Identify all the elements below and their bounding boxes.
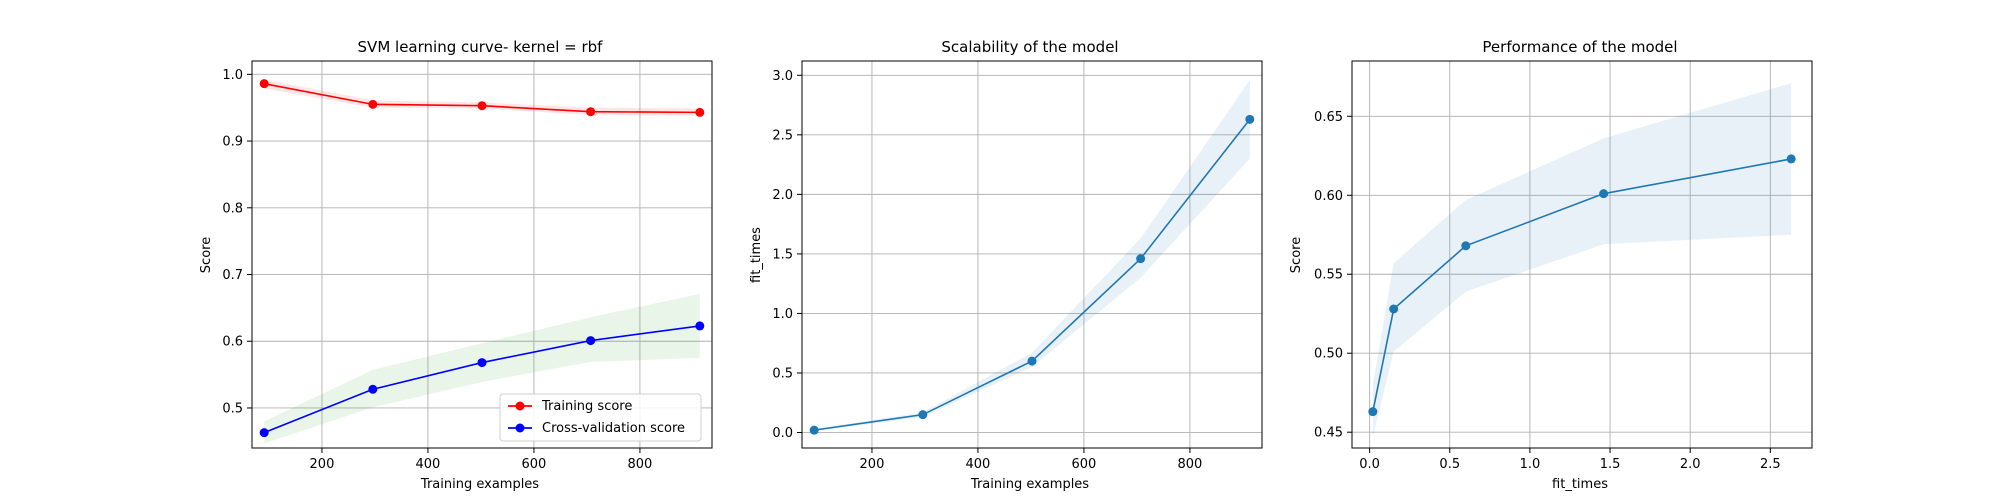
legend-label-cv: Cross-validation score (542, 421, 685, 436)
x-tick-label: 600 (1072, 457, 1097, 472)
x-tick-label: 2.0 (1680, 457, 1701, 472)
data-point (695, 107, 705, 117)
y-axis-label: fit_times (749, 227, 764, 283)
x-tick-label: 400 (966, 457, 991, 472)
data-point (1599, 189, 1609, 199)
data-point (586, 107, 596, 117)
x-tick-label: 0.5 (1439, 457, 1460, 472)
y-tick-label: 0.9 (222, 135, 243, 150)
data-point (586, 336, 596, 346)
x-tick-label: 200 (860, 457, 885, 472)
legend-marker-cv (515, 423, 525, 433)
chart-title: SVM learning curve- kernel = rbf (358, 38, 604, 56)
data-point (809, 425, 819, 435)
plot-frame (801, 60, 1263, 449)
data-point (259, 79, 269, 89)
legend-box (499, 393, 702, 442)
legend: Training score Cross-validation score (499, 393, 702, 442)
x-tick-label: 200 (310, 457, 335, 472)
y-tick-label: 0.65 (1314, 110, 1343, 125)
y-axis-label: Score (199, 237, 214, 273)
chart-title: Scalability of the model (941, 38, 1118, 56)
x-tick-label: 1.5 (1600, 457, 1621, 472)
data-point (1461, 241, 1471, 251)
legend-marker-training (515, 401, 525, 411)
plot-frame (1351, 60, 1813, 449)
x-axis-label: fit_times (1552, 477, 1608, 492)
y-tick-label: 0.6 (222, 335, 243, 350)
data-point (1368, 407, 1378, 417)
data-point (477, 101, 487, 111)
data-point (1027, 356, 1037, 366)
x-tick-label: 800 (628, 457, 653, 472)
x-tick-label: 400 (416, 457, 441, 472)
x-axis-label: Training examples (970, 477, 1089, 492)
y-tick-label: 0.5 (222, 401, 243, 416)
x-axis-label: Training examples (420, 477, 539, 492)
learning-curve-panel: SVM learning curve- kernel = rbf Trainin… (199, 38, 713, 492)
scalability-panel: Scalability of the model Training exampl… (749, 38, 1263, 492)
y-tick-label: 0.55 (1314, 268, 1343, 283)
y-tick-label: 0.5 (772, 366, 793, 381)
data-point (1786, 154, 1796, 164)
x-tick-label: 1.0 (1520, 457, 1541, 472)
grid (1352, 61, 1812, 448)
data-point (695, 321, 705, 331)
y-tick-label: 0.45 (1314, 426, 1343, 441)
grid (802, 61, 1262, 448)
plot-frame (251, 60, 713, 449)
x-tick-label: 800 (1178, 457, 1203, 472)
grid (252, 61, 712, 448)
data-point (918, 410, 928, 420)
y-tick-label: 0.60 (1314, 189, 1343, 204)
y-tick-label: 1.0 (222, 68, 243, 83)
y-tick-label: 0.50 (1314, 347, 1343, 362)
chart-title: Performance of the model (1482, 38, 1677, 56)
x-tick-label: 0.0 (1359, 457, 1380, 472)
y-tick-label: 3.0 (772, 69, 793, 84)
y-tick-label: 0.7 (222, 268, 243, 283)
legend-label-training: Training score (541, 399, 632, 414)
confidence-band (1372, 83, 1792, 437)
data-point (368, 384, 378, 394)
data-point (1245, 114, 1255, 124)
performance-panel: Performance of the model fit_times Score… (1289, 38, 1813, 492)
x-tick-label: 600 (522, 457, 547, 472)
y-tick-label: 2.5 (772, 128, 793, 143)
y-tick-label: 0.0 (772, 426, 793, 441)
data-point (1389, 304, 1399, 314)
y-tick-label: 1.5 (772, 247, 793, 262)
y-tick-label: 2.0 (772, 188, 793, 203)
y-tick-label: 0.8 (222, 201, 243, 216)
y-tick-label: 1.0 (772, 307, 793, 322)
data-point (1136, 254, 1146, 264)
confidence-band (264, 293, 700, 444)
x-tick-label: 2.5 (1760, 457, 1781, 472)
data-point (368, 99, 378, 109)
data-point (259, 428, 269, 438)
data-point (477, 358, 487, 368)
y-axis-label: Score (1289, 237, 1304, 273)
